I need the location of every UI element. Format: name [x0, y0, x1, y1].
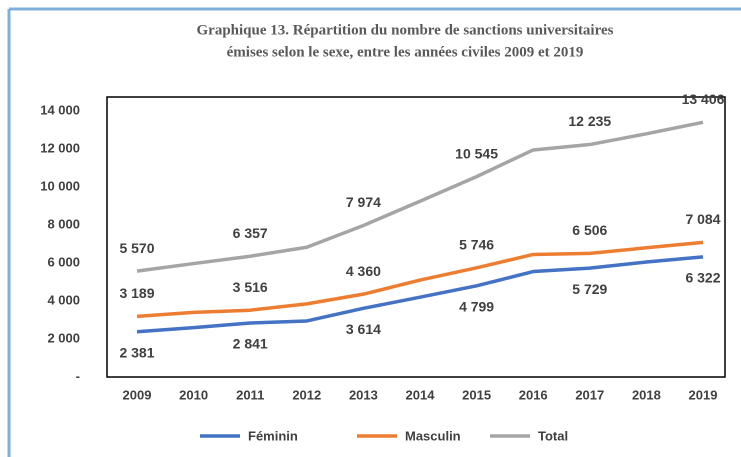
x-tick-label: 2018 [632, 387, 661, 402]
series-line [136, 120, 704, 273]
data-label: 6 322 [685, 270, 720, 286]
data-label: 12 235 [568, 113, 611, 129]
data-label: 7 084 [685, 211, 720, 227]
x-tick-label: 2010 [179, 387, 208, 402]
data-label: 4 360 [346, 263, 381, 279]
y-tick-label: 14 000 [40, 102, 80, 117]
y-tick-label: 12 000 [40, 140, 80, 155]
data-label: 3 516 [233, 279, 268, 295]
chart-title: émises selon le sexe, entre les années c… [227, 44, 584, 60]
y-tick-label: 4 000 [47, 292, 80, 307]
x-tick-label: 2017 [575, 387, 604, 402]
data-label: 5 570 [119, 240, 154, 256]
x-tick-label: 2013 [349, 387, 378, 402]
data-label: 10 545 [455, 145, 498, 161]
plot-area [106, 96, 726, 378]
x-tick-label: 2011 [236, 387, 264, 402]
data-label: 3 189 [119, 285, 154, 301]
x-tick-label: 2012 [292, 387, 321, 402]
data-label: 6 506 [572, 222, 607, 238]
series-line [136, 255, 704, 334]
y-tick-label: - [76, 368, 80, 383]
y-tick-label: 8 000 [47, 216, 80, 231]
data-label: 5 746 [459, 237, 494, 253]
x-tick-label: 2009 [123, 387, 152, 402]
data-label: 4 799 [459, 299, 494, 315]
data-label: 2 381 [119, 344, 154, 360]
x-tick-label: 2014 [406, 387, 436, 402]
x-tick-label: 2015 [462, 387, 491, 402]
legend-label: Masculin [405, 428, 461, 443]
data-label: 7 974 [346, 194, 381, 210]
x-tick-label: 2019 [689, 387, 718, 402]
data-label: 13 406 [682, 91, 725, 107]
y-tick-label: 6 000 [47, 254, 80, 269]
data-label: 5 729 [572, 281, 607, 297]
data-label: 3 614 [346, 321, 381, 337]
series-line [136, 240, 704, 319]
y-tick-label: 10 000 [40, 178, 80, 193]
legend-label: Total [538, 428, 568, 443]
x-tick-label: 2016 [519, 387, 548, 402]
data-label: 6 357 [233, 225, 268, 241]
y-tick-label: 2 000 [47, 330, 80, 345]
chart-title: Graphique 13. Répartition du nombre de s… [197, 22, 614, 38]
data-label: 2 841 [233, 336, 268, 352]
legend-label: Féminin [248, 428, 298, 443]
